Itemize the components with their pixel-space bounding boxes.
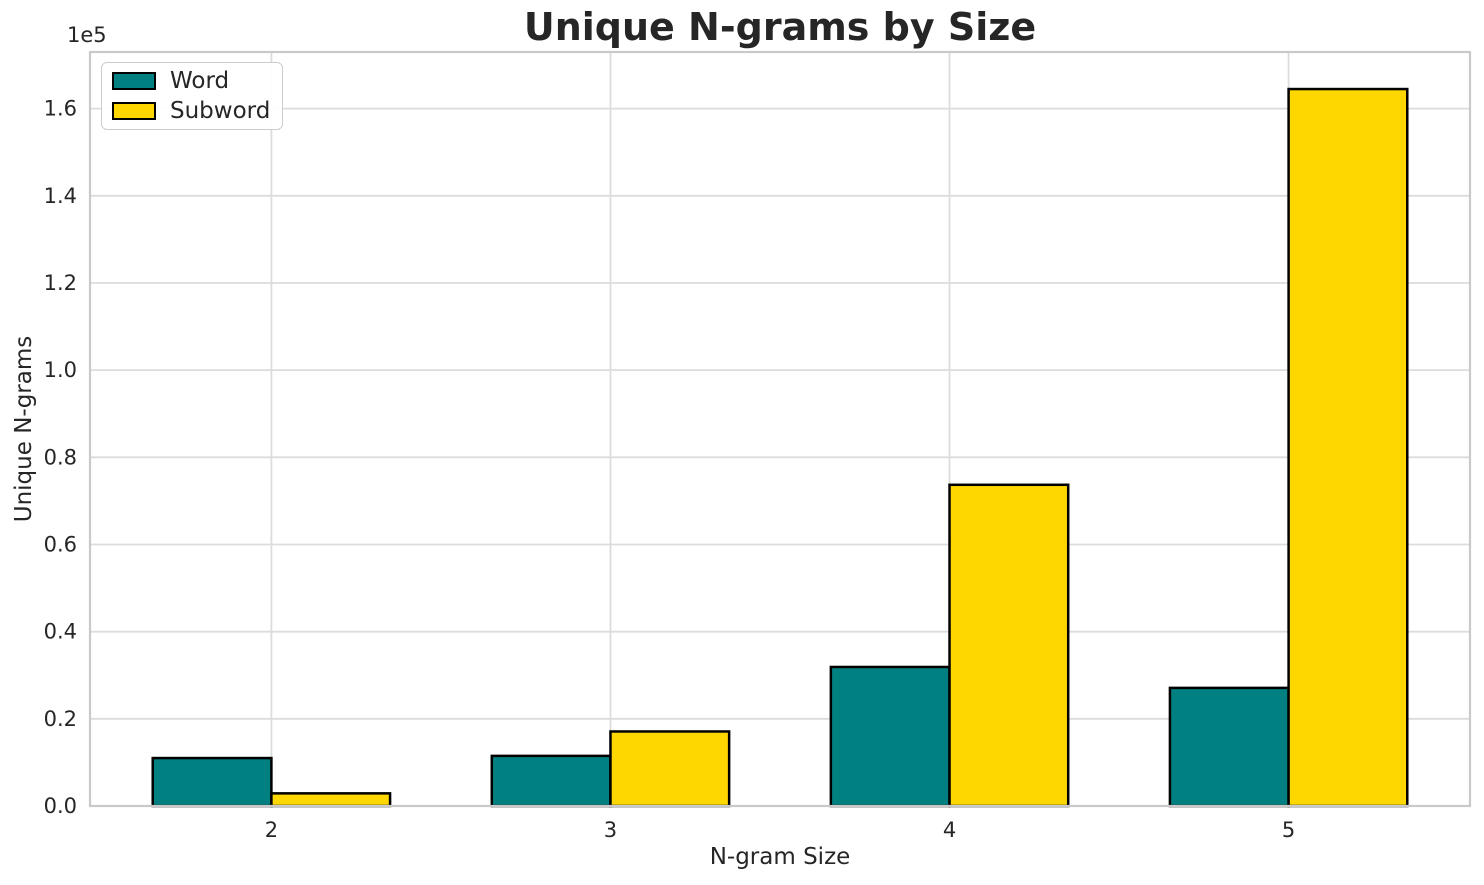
y-tick-label: 1.0 xyxy=(44,358,77,382)
x-tick-label: 5 xyxy=(1282,818,1295,842)
y-tick-label: 0.4 xyxy=(44,620,77,644)
bar-subword-2 xyxy=(270,792,392,808)
y-tick-label: 0.6 xyxy=(44,532,77,556)
x-tick-label: 2 xyxy=(265,818,278,842)
x-tick-label: 4 xyxy=(943,818,956,842)
y-tick-label: 0.8 xyxy=(44,445,77,469)
bar-word-3 xyxy=(490,754,612,808)
y-tick-label: 1.6 xyxy=(44,97,77,121)
legend: Word Subword xyxy=(101,62,284,130)
bar-subword-4 xyxy=(948,483,1070,808)
axes-spines xyxy=(88,50,1472,808)
bar-subword-5 xyxy=(1287,87,1409,808)
y-tick-label: 1.2 xyxy=(44,271,77,295)
x-axis-label: N-gram Size xyxy=(709,844,851,870)
bar-word-4 xyxy=(829,665,951,808)
y-tick-label: 0.0 xyxy=(44,794,77,818)
x-tick-label: 3 xyxy=(604,818,617,842)
y-tick-label: 0.2 xyxy=(44,707,77,731)
bar-word-2 xyxy=(151,756,273,808)
chart-title: Unique N-grams by Size xyxy=(523,5,1037,49)
y-axis-offset-text: 1e5 xyxy=(67,23,107,47)
legend-label-subword: Subword xyxy=(170,98,271,124)
y-axis-label: Unique N-grams xyxy=(11,335,37,523)
legend-item-word: Word xyxy=(112,68,270,94)
legend-swatch-subword-icon xyxy=(112,102,156,120)
legend-item-subword: Subword xyxy=(112,98,270,124)
bar-subword-3 xyxy=(609,730,731,808)
bar-word-5 xyxy=(1168,686,1290,808)
y-tick-label: 1.4 xyxy=(44,184,77,208)
legend-swatch-word-icon xyxy=(112,72,156,90)
legend-label-word: Word xyxy=(170,68,230,94)
